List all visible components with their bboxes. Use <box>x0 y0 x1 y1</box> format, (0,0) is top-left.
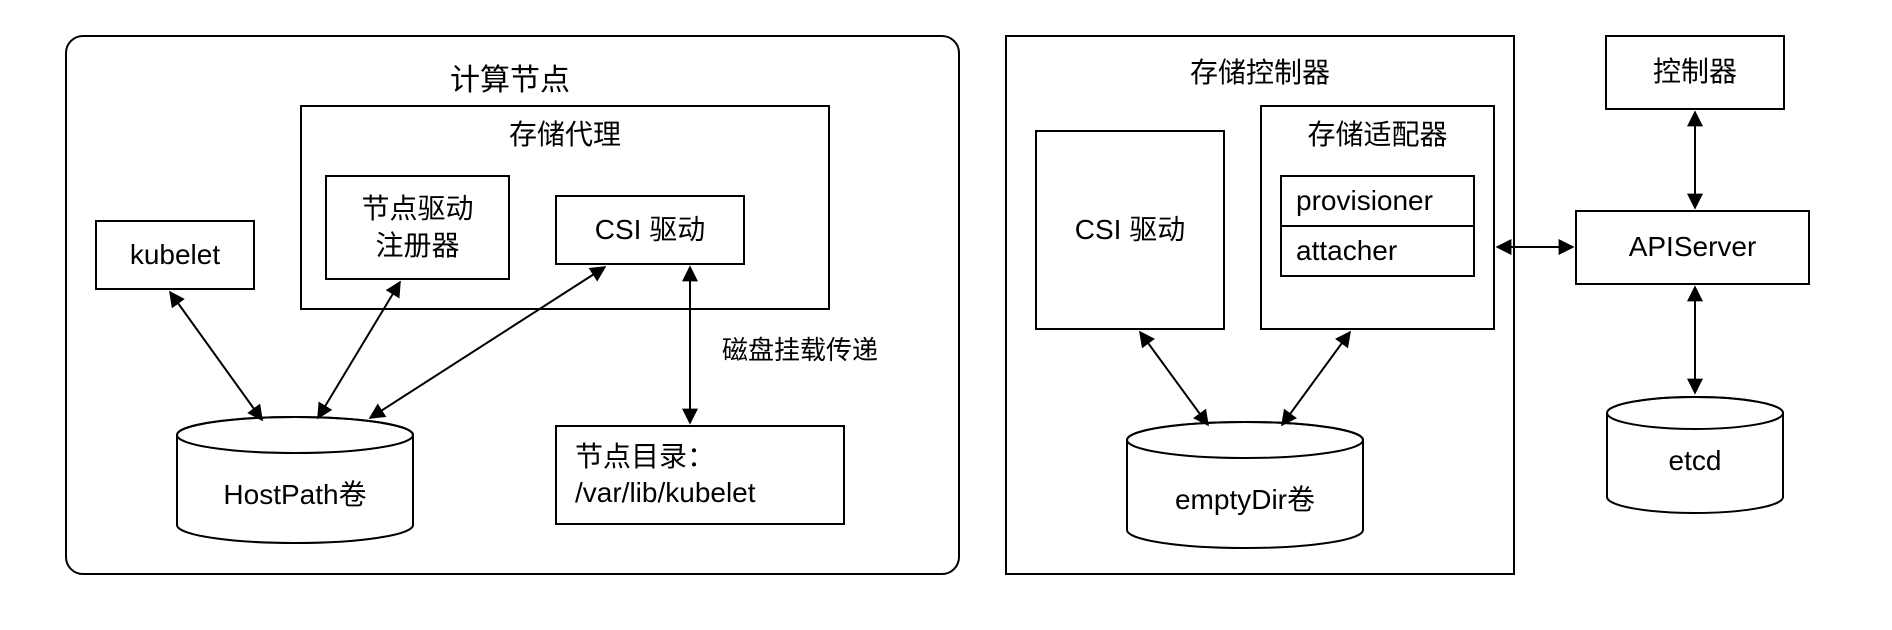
attacher-cell: attacher <box>1280 225 1475 277</box>
storage-adapter-title: 存储适配器 <box>1307 117 1447 153</box>
compute-node-title: 计算节点 <box>380 55 640 99</box>
provisioner-cell: provisioner <box>1280 175 1475 225</box>
storage-agent-title: 存储代理 <box>509 117 621 153</box>
csi-driver-left-box: CSI 驱动 <box>555 195 745 265</box>
storage-adapter-stack: provisioner attacher <box>1280 175 1475 277</box>
mount-propagation-label: 磁盘挂载传递 <box>720 330 880 367</box>
node-dir-box: 节点目录： /var/lib/kubelet <box>555 425 845 525</box>
emptydir-volume-label: emptyDir卷 <box>1125 478 1365 518</box>
hostpath-volume-cylinder: HostPath卷 <box>175 415 415 545</box>
hostpath-volume-label: HostPath卷 <box>175 473 415 513</box>
controller-box: 控制器 <box>1605 35 1785 110</box>
etcd-cylinder: etcd <box>1605 395 1785 515</box>
kubelet-box: kubelet <box>95 220 255 290</box>
storage-controller-title: 存储控制器 <box>1190 55 1330 91</box>
node-driver-registrar-box: 节点驱动 注册器 <box>325 175 510 280</box>
etcd-label: etcd <box>1605 445 1785 477</box>
emptydir-volume-cylinder: emptyDir卷 <box>1125 420 1365 550</box>
apiserver-box: APIServer <box>1575 210 1810 285</box>
csi-driver-right-box: CSI 驱动 <box>1035 130 1225 330</box>
architecture-diagram: 计算节点 kubelet 存储代理 节点驱动 注册器 CSI 驱动 HostPa… <box>0 0 1892 630</box>
